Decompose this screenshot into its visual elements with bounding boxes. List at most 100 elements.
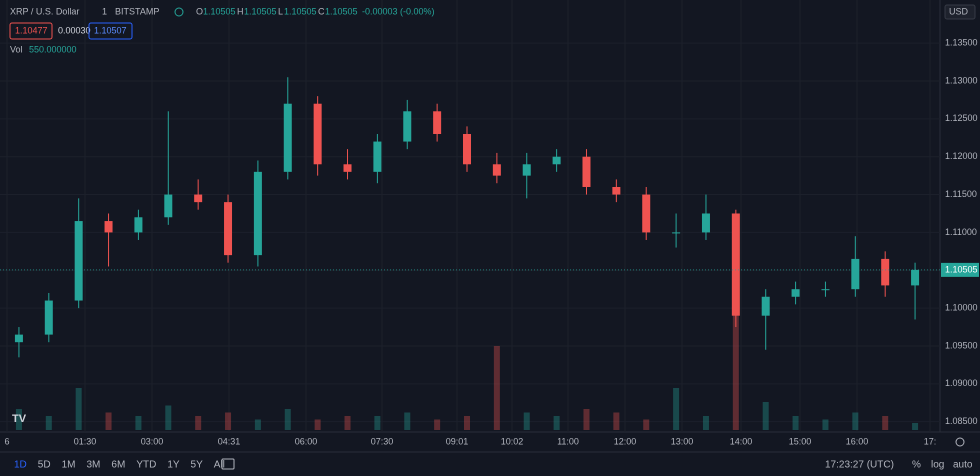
x-tick-label: 03:00 [141, 436, 164, 446]
candle-body [701, 213, 710, 233]
range-button[interactable]: 1Y [167, 460, 180, 471]
auto-toggle[interactable]: auto [953, 460, 973, 471]
change: -0.00003 (-0.00%) [362, 6, 435, 16]
volume-bar [15, 409, 22, 430]
candle-body [463, 133, 471, 165]
settings-icon[interactable] [955, 437, 965, 447]
volume-bar [792, 416, 799, 430]
x-tick-label: 10:02 [501, 436, 524, 446]
volume-bar [673, 388, 680, 430]
volume-bar [105, 412, 112, 430]
h-key: H [237, 6, 244, 16]
candle-body [881, 258, 890, 286]
candle-body [731, 213, 740, 316]
l-value: 1.10505 [284, 6, 317, 16]
y-tick-label: 1.11500 [945, 189, 977, 199]
ask-box[interactable] [88, 22, 133, 40]
candle-body [194, 194, 203, 203]
percent-toggle[interactable]: % [912, 460, 921, 471]
volume-bar [702, 416, 709, 430]
y-tick-label: 1.10000 [945, 302, 978, 312]
candle-body [582, 156, 591, 187]
volume-bar [344, 416, 351, 430]
volume-bar [404, 412, 411, 430]
volume-bar [732, 304, 739, 430]
candle-body [821, 289, 830, 291]
x-tick-label: 17: [924, 436, 937, 446]
volume-bar [225, 412, 232, 430]
x-tick-label: 12:00 [614, 436, 637, 446]
candle-body [343, 164, 352, 172]
vol-key: Vol [10, 44, 23, 54]
currency-button[interactable] [944, 4, 976, 20]
y-tick-label: 1.13500 [945, 38, 978, 48]
volume-bar [852, 412, 859, 430]
x-tick-label: 11:00 [557, 436, 579, 446]
x-tick-label: 06:00 [295, 436, 318, 446]
volume-bar [553, 416, 560, 430]
range-button[interactable]: YTD [136, 460, 156, 471]
volume-bar [284, 409, 291, 430]
volume-bar [882, 416, 889, 430]
candle-body [642, 194, 651, 233]
x-tick-label: 07:30 [371, 436, 394, 446]
candle-body [224, 202, 233, 256]
volume-bar [75, 388, 82, 430]
symbol: XRP / U.S. Dollar [10, 6, 79, 16]
volume-bar [523, 412, 530, 430]
candle-body [283, 103, 292, 172]
candle-body [44, 300, 53, 335]
y-tick-label: 1.09500 [945, 340, 978, 350]
candle-body [74, 221, 83, 301]
candle-body [313, 103, 322, 165]
x-tick-label: 04:31 [218, 436, 241, 446]
c-key: C [318, 6, 325, 16]
range-button[interactable]: 5Y [191, 460, 204, 471]
candle-body [253, 171, 262, 256]
bid[interactable]: 1.10477 [15, 25, 48, 35]
candle-body [14, 334, 23, 343]
x-tick-label: 09:01 [446, 436, 469, 446]
range-button[interactable]: 1D [14, 460, 27, 471]
last-price-tag [941, 262, 979, 277]
log-toggle[interactable]: log [931, 460, 944, 471]
o-value: 1.10505 [203, 6, 236, 16]
y-tick-label: 1.08500 [945, 416, 978, 426]
candle-body [104, 221, 113, 233]
date-range-icon[interactable] [221, 458, 235, 470]
currency[interactable]: USD [949, 6, 969, 16]
range-button[interactable]: 5D [38, 460, 51, 471]
candle-body [164, 194, 173, 218]
exchange: BITSTAMP [115, 6, 159, 16]
x-tick-label: 16:00 [846, 436, 869, 446]
range-button[interactable]: 3M [87, 460, 101, 471]
candle-body [403, 111, 412, 142]
ask[interactable]: 1.10507 [94, 25, 127, 35]
plot [0, 77, 940, 430]
c-value: 1.10505 [325, 6, 358, 16]
volume-bar [45, 416, 52, 430]
o-key: O [196, 6, 203, 16]
interval: 1 [102, 6, 107, 16]
volume-bar [613, 412, 620, 430]
range-button[interactable]: 1M [62, 460, 76, 471]
range-button[interactable]: All [214, 460, 225, 471]
candle-body [612, 186, 621, 195]
volume-bar [822, 419, 829, 430]
x-tick-label: 6 [4, 436, 9, 446]
volume-bar [165, 405, 172, 430]
candle-body [433, 111, 442, 134]
candle-body [373, 141, 382, 172]
volume-bar [762, 402, 769, 430]
x-tick-label: 01:30 [74, 436, 97, 446]
bid-box[interactable] [9, 22, 53, 40]
status-dot [174, 7, 184, 17]
candle-body [672, 232, 681, 234]
candle-body [134, 217, 143, 233]
volume-bar [912, 423, 919, 430]
x-tick-label: 15:00 [789, 436, 812, 446]
range-button[interactable]: 6M [111, 460, 125, 471]
last-price-label: 1.10505 [945, 264, 978, 274]
